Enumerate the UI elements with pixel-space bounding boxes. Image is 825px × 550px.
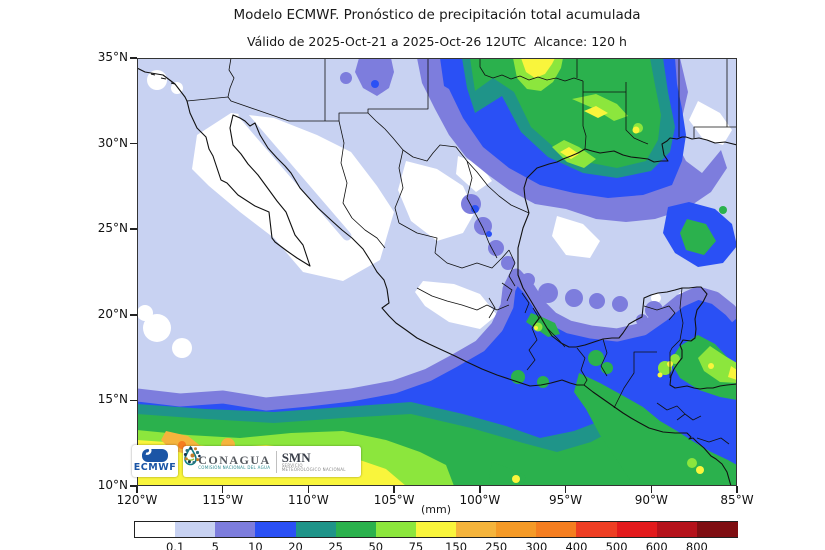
conagua-smn-logo: CONAGUA COMISIÓN NACIONAL DEL AGUA SMN S… [183, 446, 361, 477]
colorbar-tick-value: 50 [368, 540, 384, 550]
lon-tick-label: 110°W [288, 493, 329, 507]
colorbar-segment [175, 522, 216, 537]
colorbar-segment [215, 522, 256, 537]
ecmwf-icon [134, 446, 168, 462]
colorbar-tick-value: 800 [685, 540, 708, 550]
state-borders [186, 58, 737, 445]
lon-tickmark [736, 486, 738, 493]
colorbar-segment [456, 522, 497, 537]
conagua-logo-subtitle: COMISIÓN NACIONAL DEL AGUA [198, 464, 271, 470]
lat-tick-label: 30°N [97, 135, 128, 150]
lon-tickmark [564, 486, 567, 493]
map-frame [137, 58, 737, 486]
colorbar-tick-value: 5 [211, 540, 219, 550]
page-title: Modelo ECMWF. Pronóstico de precipitació… [233, 7, 641, 23]
colorbar-segment [496, 522, 537, 537]
lon-tick-label: 95°W [548, 493, 583, 507]
colorbar-tick-value: 600 [645, 540, 668, 550]
smn-logo-subtitle2: METEOROLÓGICO NACIONAL [281, 466, 346, 472]
colorbar-segment [375, 522, 417, 537]
lat-tickmark [130, 57, 137, 59]
colorbar-tick-value: 300 [525, 540, 548, 550]
lat-tick-label: 25°N [97, 221, 128, 236]
lat-tickmark [130, 485, 137, 487]
ecmwf-logo: ECMWF [132, 445, 178, 477]
colorbar-segment [135, 522, 176, 537]
lat-tick-label: 35°N [97, 50, 128, 64]
colorbar [134, 521, 738, 538]
colorbar-tick-value: 400 [565, 540, 588, 550]
lat-tick-label: 15°N [97, 392, 128, 407]
lat-tickmark [130, 314, 137, 316]
colorbar-segment [656, 522, 698, 537]
map-canvas [137, 58, 737, 486]
colorbar-tick-value: 10 [248, 540, 263, 550]
precip-layer-white [137, 70, 732, 358]
lon-tickmark [136, 486, 138, 493]
lat-tickmark [130, 228, 137, 230]
lon-tickmark [479, 486, 481, 493]
colorbar-segment [295, 522, 337, 537]
lat-tickmark [130, 142, 137, 145]
colorbar-segment [536, 522, 578, 537]
colorbar-tick-value: 500 [605, 540, 628, 550]
smn-icon [183, 447, 201, 464]
colorbar-segment [335, 522, 377, 537]
colorbar-unit-label: (mm) [420, 503, 451, 516]
lon-tick-label: 85°W [720, 493, 754, 507]
colorbar-segment [696, 522, 738, 537]
lon-tick-label: 120°W [116, 493, 158, 507]
ecmwf-logo-text: ECMWF [133, 462, 177, 473]
colorbar-tick-value: 25 [328, 540, 343, 550]
valid-period-subtitle: Válido de 2025-Oct-21 a 2025-Oct-26 12UT… [247, 34, 627, 49]
logo-divider [275, 450, 277, 473]
lon-tickmark [393, 486, 395, 493]
lon-tick-label: 90°W [634, 493, 668, 507]
colorbar-tick-value: 20 [288, 540, 303, 550]
colorbar-segment [576, 522, 618, 537]
smn-logo-subtitle1: SERVICIO [281, 462, 303, 468]
precipitation-map: ECMWF CONAGUA COMISIÓN NACIONAL DEL AGUA [132, 58, 737, 486]
colorbar-tick-value: 0.1 [165, 540, 185, 550]
lon-tickmark [307, 486, 310, 493]
conagua-logo-text: CONAGUA [198, 452, 271, 467]
lat-tickmark [130, 399, 137, 402]
lat-tick-label: 20°N [97, 306, 128, 321]
lat-tick-label: 10°N [97, 478, 128, 492]
colorbar-tick-value: 150 [445, 540, 468, 550]
lon-tick-label: 105°W [373, 493, 415, 507]
precip-layer-blue-dots [371, 80, 492, 237]
colorbar-segment [415, 522, 457, 537]
smn-logo-text: SMN [281, 449, 311, 465]
lon-tickmark [221, 486, 224, 493]
colorbar-tick-value: 75 [408, 540, 424, 550]
colorbar-tick-value: 250 [485, 540, 508, 550]
lon-tick-label: 100°W [459, 493, 501, 507]
colorbar-segment [255, 522, 297, 537]
precip-transition-band [137, 268, 737, 411]
lon-tickmark [650, 486, 653, 493]
lon-tick-label: 115°W [202, 493, 244, 507]
colorbar-segment [616, 522, 658, 537]
